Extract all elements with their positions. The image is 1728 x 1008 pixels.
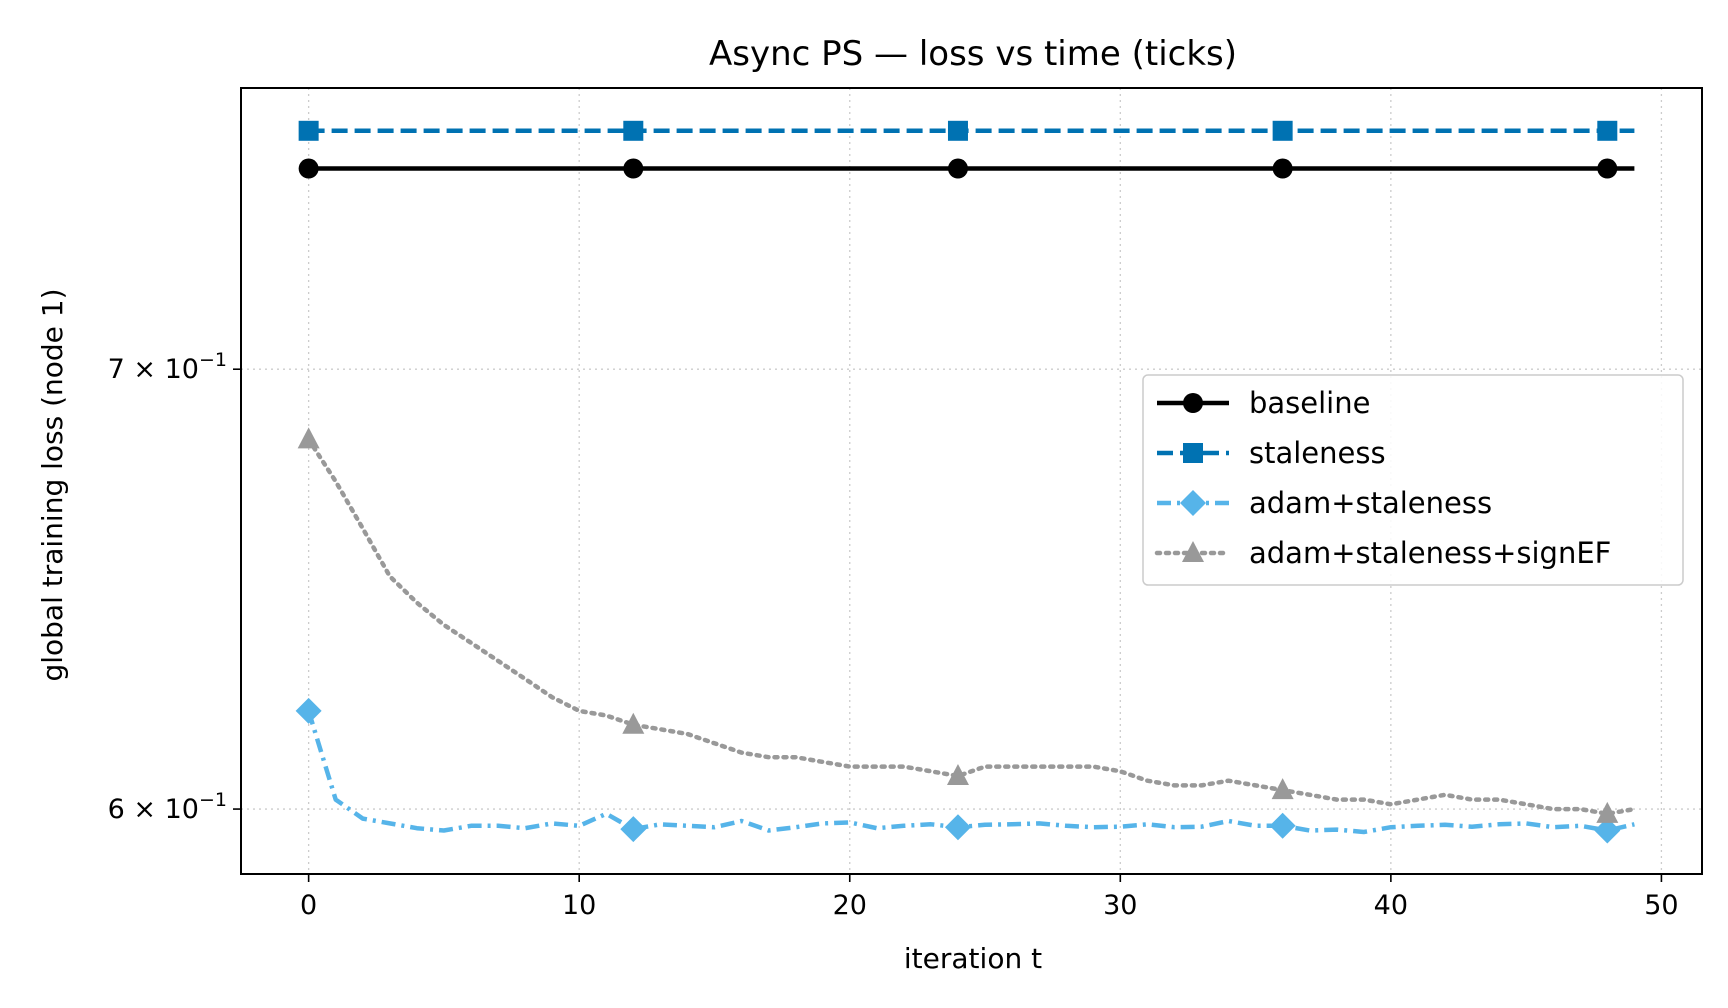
legend-entry-label: baseline [1249,386,1370,420]
y-tick-label: 7 × 10−1 [108,349,227,385]
axes-frame [240,87,1703,875]
data-point [1596,801,1619,823]
data-point [295,697,322,724]
data-point [947,158,968,179]
x-tick-label: 20 [833,890,867,921]
data-point [297,427,320,449]
data-point [1269,812,1296,839]
data-point [298,120,319,141]
legend-marker [1182,541,1204,562]
data-point [1272,158,1293,179]
grid [241,88,1702,874]
x-tick-label: 10 [562,890,596,921]
data-point [1594,817,1621,844]
data-point [623,120,644,141]
legend-marker [1183,443,1203,463]
legend-marker [1180,490,1206,516]
x-tick-label: 40 [1374,890,1408,921]
data-point [947,120,968,141]
data-point [622,712,645,734]
data-point [946,763,969,785]
data-point [1271,778,1294,800]
chart-title: Async PS — loss vs time (ticks) [709,34,1237,74]
legend-entry-label: staleness [1249,436,1386,470]
legend-marker [1183,393,1203,413]
data-point [298,158,319,179]
data-point [1597,120,1618,141]
x-tick-label: 50 [1644,890,1678,921]
x-axis-label: iteration t [904,942,1042,975]
series-line [306,437,1637,817]
x-tick-label: 0 [300,890,317,921]
data-point [1272,120,1293,141]
plot-area [295,120,1637,844]
data-point [1597,158,1618,179]
axis-ticks: 0 10 20 30 40 50 7 × 10−1 6 × 10−1 [108,349,1679,921]
legend: baseline staleness adam+staleness adam+stal… [1142,374,1684,586]
data-point [620,816,647,843]
legend-box [1142,374,1684,586]
series-line [306,710,1635,835]
legend-entry-label: adam+staleness [1249,486,1492,520]
y-tick-label: 6 × 10−1 [108,789,227,825]
data-point [944,814,971,841]
x-tick-label: 30 [1103,890,1137,921]
data-point [623,158,644,179]
y-axis-label: global training loss (node 1) [36,288,69,681]
legend-entry-label: adam+staleness+signEF [1249,536,1611,570]
